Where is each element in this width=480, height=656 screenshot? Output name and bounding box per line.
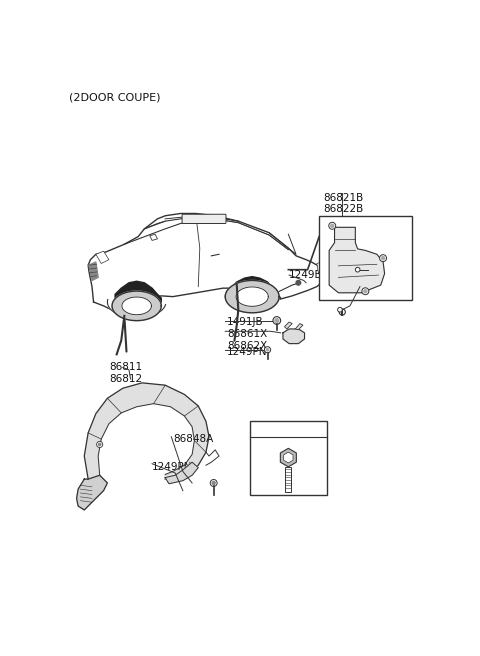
Circle shape [273, 317, 281, 324]
Circle shape [339, 309, 345, 315]
Circle shape [96, 441, 103, 447]
Circle shape [355, 268, 360, 272]
Circle shape [337, 308, 342, 312]
Polygon shape [77, 475, 108, 510]
Text: 86811
86812: 86811 86812 [109, 362, 142, 384]
Polygon shape [317, 262, 323, 273]
Circle shape [296, 281, 300, 285]
Text: 86848A: 86848A [173, 434, 213, 445]
Circle shape [264, 346, 271, 353]
Polygon shape [150, 234, 157, 240]
Polygon shape [283, 329, 304, 344]
Polygon shape [112, 291, 161, 321]
Polygon shape [84, 383, 209, 479]
Polygon shape [285, 322, 292, 329]
Text: 86590: 86590 [361, 283, 395, 293]
Circle shape [331, 224, 334, 228]
Polygon shape [122, 297, 152, 315]
Polygon shape [225, 281, 279, 313]
Text: 1249PN: 1249PN [152, 462, 192, 472]
Polygon shape [88, 213, 323, 311]
Bar [319, 216, 411, 300]
Polygon shape [96, 251, 109, 264]
FancyBboxPatch shape [182, 215, 226, 224]
Polygon shape [236, 287, 268, 306]
Text: 1249PN: 1249PN [227, 346, 267, 357]
Circle shape [380, 255, 386, 262]
Circle shape [275, 319, 279, 323]
Circle shape [382, 256, 384, 260]
Circle shape [329, 222, 336, 229]
Text: (2DOOR COUPE): (2DOOR COUPE) [69, 92, 160, 102]
Polygon shape [280, 448, 296, 467]
Polygon shape [227, 277, 281, 298]
Text: 1249BC: 1249BC [289, 270, 330, 279]
Bar [285, 467, 291, 492]
Text: 86821B
86822B: 86821B 86822B [323, 193, 363, 215]
Text: 1125GB: 1125GB [260, 424, 301, 434]
Circle shape [364, 290, 367, 293]
Polygon shape [295, 323, 303, 330]
Polygon shape [108, 300, 166, 318]
Bar [250, 421, 327, 495]
Polygon shape [115, 281, 161, 302]
Circle shape [98, 443, 101, 445]
Polygon shape [165, 462, 198, 483]
Text: 86861X
86862X: 86861X 86862X [227, 329, 267, 350]
Circle shape [266, 348, 269, 351]
Text: 86825A: 86825A [369, 266, 409, 276]
Polygon shape [89, 262, 98, 281]
Circle shape [210, 480, 217, 487]
Circle shape [212, 482, 215, 485]
Circle shape [362, 288, 369, 295]
Polygon shape [329, 228, 384, 293]
Text: 1491JB: 1491JB [227, 318, 264, 327]
Polygon shape [284, 452, 293, 463]
Polygon shape [225, 295, 279, 312]
Text: 1335CC: 1335CC [337, 221, 378, 231]
